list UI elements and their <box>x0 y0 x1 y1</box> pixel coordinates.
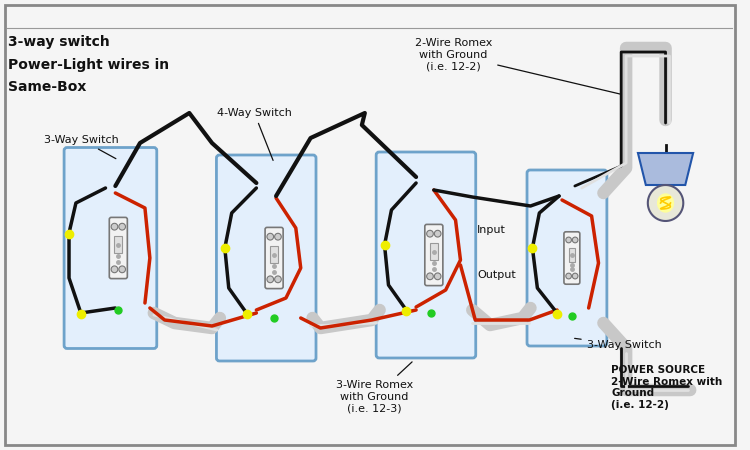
Circle shape <box>111 223 118 230</box>
Circle shape <box>274 233 281 240</box>
Circle shape <box>267 276 274 283</box>
Circle shape <box>566 273 572 279</box>
Text: 4-Way Switch: 4-Way Switch <box>217 108 292 160</box>
Polygon shape <box>638 153 693 185</box>
Bar <box>115 236 122 253</box>
Text: Input: Input <box>477 225 506 235</box>
Circle shape <box>274 276 281 283</box>
Text: POWER SOURCE
2-Wire Romex with
Ground
(i.e. 12-2): POWER SOURCE 2-Wire Romex with Ground (i… <box>611 365 722 410</box>
FancyBboxPatch shape <box>265 227 284 288</box>
Bar <box>270 246 278 263</box>
Polygon shape <box>658 194 674 212</box>
Circle shape <box>572 237 578 243</box>
Bar <box>568 248 575 262</box>
FancyBboxPatch shape <box>527 170 607 346</box>
Text: 3-way switch: 3-way switch <box>8 35 109 49</box>
Circle shape <box>267 233 274 240</box>
Circle shape <box>427 273 433 280</box>
Polygon shape <box>648 185 683 221</box>
FancyBboxPatch shape <box>424 225 442 286</box>
Circle shape <box>118 223 125 230</box>
Circle shape <box>434 230 441 237</box>
FancyBboxPatch shape <box>376 152 476 358</box>
Text: 3-Wire Romex
with Ground
(i.e. 12-3): 3-Wire Romex with Ground (i.e. 12-3) <box>336 362 413 413</box>
Circle shape <box>118 266 125 273</box>
Text: 2-Wire Romex
with Ground
(i.e. 12-2): 2-Wire Romex with Ground (i.e. 12-2) <box>415 38 622 94</box>
Circle shape <box>427 230 433 237</box>
FancyBboxPatch shape <box>564 232 580 284</box>
FancyBboxPatch shape <box>217 155 316 361</box>
Circle shape <box>434 273 441 280</box>
FancyBboxPatch shape <box>110 217 128 279</box>
Text: Same-Box: Same-Box <box>8 80 86 94</box>
Circle shape <box>572 273 578 279</box>
Circle shape <box>566 237 572 243</box>
Circle shape <box>111 266 118 273</box>
Text: 3-Way Switch: 3-Way Switch <box>44 135 119 159</box>
Bar <box>430 243 438 260</box>
Text: Output: Output <box>477 270 516 280</box>
Text: 3-Way Switch: 3-Way Switch <box>574 338 662 350</box>
FancyBboxPatch shape <box>64 148 157 348</box>
Text: Power-Light wires in: Power-Light wires in <box>8 58 169 72</box>
